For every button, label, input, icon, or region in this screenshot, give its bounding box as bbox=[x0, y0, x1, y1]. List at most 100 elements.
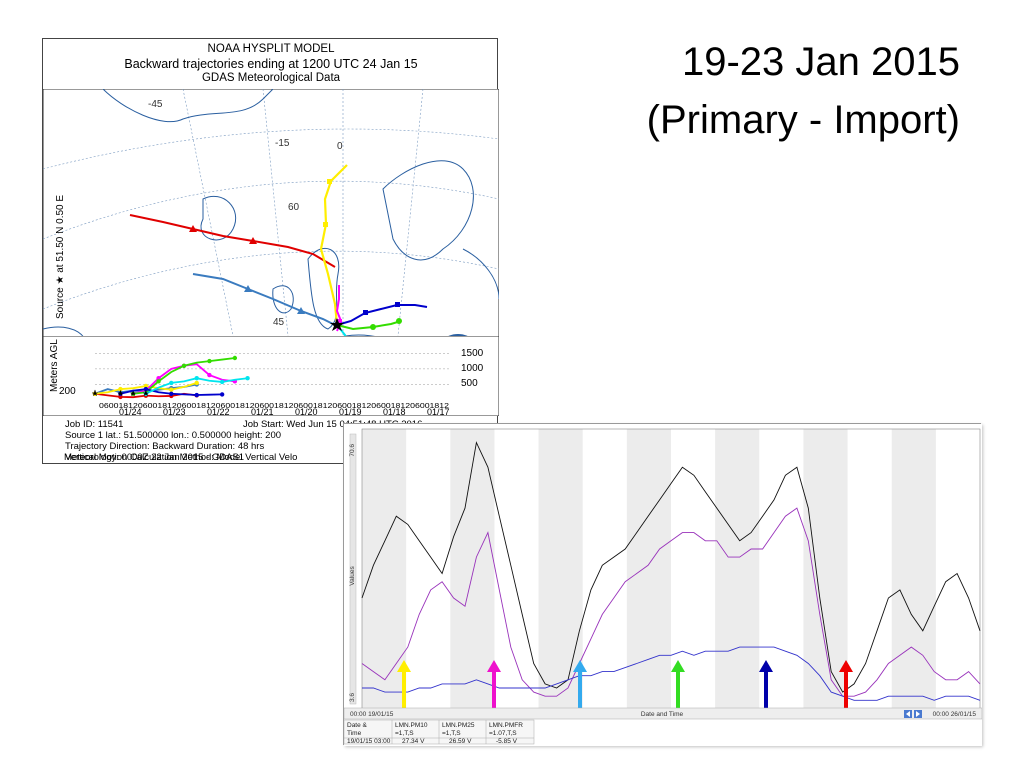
x-axis-label: Date and Time bbox=[641, 711, 684, 718]
height-tick-500: 500 bbox=[461, 378, 478, 389]
lat-label-1: 60 bbox=[288, 202, 300, 213]
lon-label-3: 0 bbox=[337, 141, 343, 152]
hysplit-header-2: Backward trajectories ending at 1200 UTC… bbox=[124, 57, 418, 71]
height-point-4-6 bbox=[207, 358, 212, 364]
height-start-star-5 bbox=[117, 389, 124, 396]
event-arrow-head-0 bbox=[397, 660, 411, 672]
height-point-3-2 bbox=[156, 376, 161, 381]
trajectory-blue bbox=[336, 302, 428, 326]
meta-line-1: Job ID: 11541 bbox=[65, 419, 124, 430]
height-point-2-8 bbox=[194, 380, 199, 386]
trajectory-red bbox=[129, 214, 336, 268]
legend-cell-2-0: 19/01/15 03:00 bbox=[347, 738, 391, 745]
scroll-strip[interactable] bbox=[349, 433, 357, 705]
height-point-6-6 bbox=[219, 379, 225, 385]
event-arrow-head-3 bbox=[671, 660, 685, 672]
height-point-2-6 bbox=[169, 387, 174, 392]
height-point-5-4 bbox=[169, 391, 174, 396]
trajectory-steelblue bbox=[192, 273, 336, 326]
slide-title-line1: 19-23 Jan 2015 bbox=[681, 40, 960, 84]
legend-cell-2-1: 27.34 V bbox=[402, 738, 425, 745]
y-max-label: 70.6 bbox=[349, 444, 356, 457]
height-point-5-2 bbox=[143, 386, 149, 392]
night-band-2 bbox=[450, 429, 495, 709]
height-profile-chart: Meters AGL 1500 1000 500 200 06001812060… bbox=[43, 336, 499, 416]
legend-cell-0-3: LMN.PMFR bbox=[489, 722, 523, 729]
y-min-label: 3.6 bbox=[349, 693, 356, 702]
pm-timeseries-chart: 70.6 3.6 Values 00:00 19/01/15 Date and … bbox=[344, 424, 982, 746]
ts-series-LMN.PM10 bbox=[361, 441, 981, 693]
date-label-0: 01/24 bbox=[119, 407, 142, 416]
meta-right-line-1: Job Start: Wed Jun 15 04:51:48 UTC 2016 bbox=[243, 419, 423, 430]
legend-cell-1-1: =1,T,S bbox=[395, 730, 414, 737]
lon-label-2: -15 bbox=[275, 138, 290, 149]
source-height-label: 200 bbox=[59, 386, 76, 397]
height-tick-1000: 1000 bbox=[461, 363, 484, 374]
event-arrow-head-1 bbox=[487, 660, 501, 672]
hysplit-figure: NOAA HYSPLIT MODEL Backward trajectories… bbox=[42, 38, 499, 464]
legend-table: Date & LMN.PM10 LMN.PM25 LMN.PMFR Time =… bbox=[344, 719, 535, 745]
legend-cell-0-2: LMN.PM25 bbox=[442, 722, 475, 729]
source-label: Source ★ at 51.50 N 0.50 E bbox=[55, 195, 66, 319]
slide-title-line2: (Primary - Import) bbox=[646, 98, 960, 142]
night-band-6 bbox=[626, 429, 671, 709]
hysplit-header-3: GDAS Meteorological Data bbox=[201, 72, 341, 84]
date-label-2: 01/22 bbox=[207, 407, 230, 416]
event-arrow-head-4 bbox=[759, 660, 773, 672]
height-axis-label: Meters AGL bbox=[49, 339, 60, 392]
night-band-8 bbox=[715, 429, 760, 709]
lat-label-2: 45 bbox=[273, 317, 285, 328]
date-label-4: 01/20 bbox=[295, 407, 318, 416]
date-label-3: 01/21 bbox=[251, 407, 274, 416]
x-start-label: 00:00 19/01/15 bbox=[350, 711, 394, 718]
height-point-4-4 bbox=[181, 363, 187, 368]
source-star-icon bbox=[330, 318, 344, 331]
date-label-5: 01/19 bbox=[339, 407, 362, 416]
date-label-7: 01/17 bbox=[427, 407, 450, 416]
height-point-5-6 bbox=[194, 392, 199, 398]
height-start-star-4 bbox=[130, 389, 137, 396]
legend-cell-0-0: Date & bbox=[347, 722, 368, 729]
trajectory-green bbox=[336, 318, 402, 331]
ts-series-LMN.PMFR bbox=[362, 646, 981, 701]
map-graticule bbox=[43, 89, 499, 385]
meta-line-5: Meteorology: 0000Z 22 Jan 2015 - GDAS1 bbox=[64, 452, 245, 463]
legend-cell-2-2: 26.59 V bbox=[449, 738, 472, 745]
height-tick-1500: 1500 bbox=[461, 348, 484, 359]
event-arrow-head-5 bbox=[839, 660, 853, 672]
night-band-4 bbox=[538, 429, 583, 709]
legend-cell-1-0: Time bbox=[347, 730, 362, 737]
height-point-0-2 bbox=[118, 394, 123, 400]
event-arrow-head-2 bbox=[573, 660, 587, 672]
height-point-6-4 bbox=[194, 376, 199, 381]
legend-cell-1-3: =1.07,T,S bbox=[489, 730, 517, 737]
date-label-1: 01/23 bbox=[163, 407, 186, 416]
legend-cell-0-1: LMN.PM10 bbox=[395, 722, 428, 729]
height-point-4-8 bbox=[232, 355, 238, 361]
height-start-star-2 bbox=[92, 389, 98, 396]
y-axis-label: Values bbox=[349, 566, 356, 586]
hour-strip: 0600181206001812060018120600181206001812… bbox=[99, 401, 449, 410]
height-point-2-4 bbox=[143, 383, 149, 389]
night-band-12 bbox=[891, 429, 936, 709]
trajectory-yellow bbox=[319, 164, 348, 326]
lon-label-1: -45 bbox=[148, 99, 163, 110]
height-point-2-2 bbox=[118, 386, 123, 392]
height-point-6-8 bbox=[245, 376, 250, 381]
legend-cell-2-3: -5.85 V bbox=[496, 738, 518, 745]
meta-line-3: Trajectory Direction: Backward Duration:… bbox=[65, 441, 265, 452]
height-point-3-6 bbox=[207, 372, 212, 378]
night-band-10 bbox=[803, 429, 848, 709]
night-band-0 bbox=[362, 429, 407, 709]
ts-series-LMN.PM25 bbox=[361, 507, 981, 697]
hysplit-header-1: NOAA HYSPLIT MODEL bbox=[207, 43, 335, 55]
legend-cell-1-2: =1,T,S bbox=[442, 730, 461, 737]
height-point-5-8 bbox=[219, 392, 225, 397]
meta-line-4: Vertical Motion Calculation Method: Mode… bbox=[65, 452, 298, 463]
pm-timeseries-panel: 70.6 3.6 Values 00:00 19/01/15 Date and … bbox=[343, 423, 982, 746]
scroll-next-icon bbox=[916, 711, 920, 717]
meta-line-2: Source 1 lat.: 51.500000 lon.: 0.500000 … bbox=[65, 430, 282, 441]
x-end-label: 00:00 26/01/15 bbox=[933, 711, 977, 718]
height-point-4-2 bbox=[156, 379, 161, 384]
